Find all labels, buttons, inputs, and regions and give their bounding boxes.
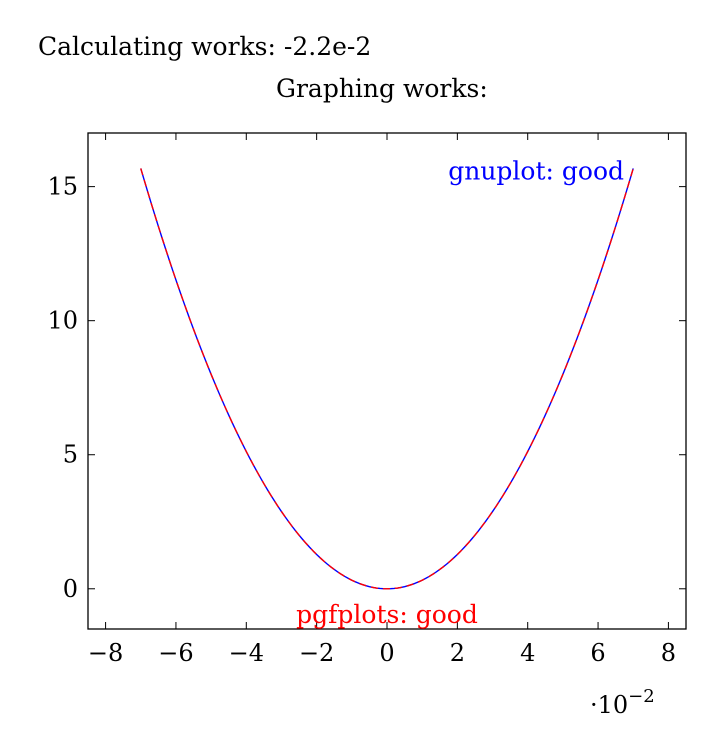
calculation-line: Calculating works: -2.2e-2 (38, 32, 371, 61)
x-tick-label: −8 (88, 639, 123, 667)
series-label-gnuplot: gnuplot: good (448, 157, 624, 186)
calc-label: Calculating works: (38, 32, 276, 61)
x-tick-label: 8 (661, 639, 676, 667)
y-tick-label: 10 (47, 307, 78, 335)
y-tick-label: 0 (63, 575, 78, 603)
series-group (140, 168, 634, 590)
x-axis-multiplier-exponent: −2 (628, 686, 655, 707)
x-axis-multiplier: ·10−2 (590, 686, 655, 719)
x-tick-label: −2 (299, 639, 334, 667)
plot-frame (87, 132, 687, 630)
y-tick-label: 5 (63, 441, 78, 469)
series-line-gnuplot (140, 168, 634, 590)
x-tick-label: −4 (229, 639, 264, 667)
x-tick-label: 4 (520, 639, 535, 667)
x-tick-label: 2 (450, 639, 465, 667)
graphing-line: Graphing works: (276, 74, 488, 103)
axes-group: −8 −6 −4 −2 0 2 4 6 8 0 5 10 15 ·10−2 (47, 132, 687, 719)
x-tick-label: −6 (158, 639, 193, 667)
x-tick-label: 0 (379, 639, 394, 667)
y-tick-label: 15 (47, 173, 78, 201)
series-labels-group: gnuplot: good pgfplots: good (296, 157, 624, 629)
x-tick-label: 6 (590, 639, 605, 667)
calc-value: -2.2e-2 (283, 32, 372, 61)
series-line-pgfplots (140, 168, 634, 590)
series-label-pgfplots: pgfplots: good (296, 600, 478, 629)
